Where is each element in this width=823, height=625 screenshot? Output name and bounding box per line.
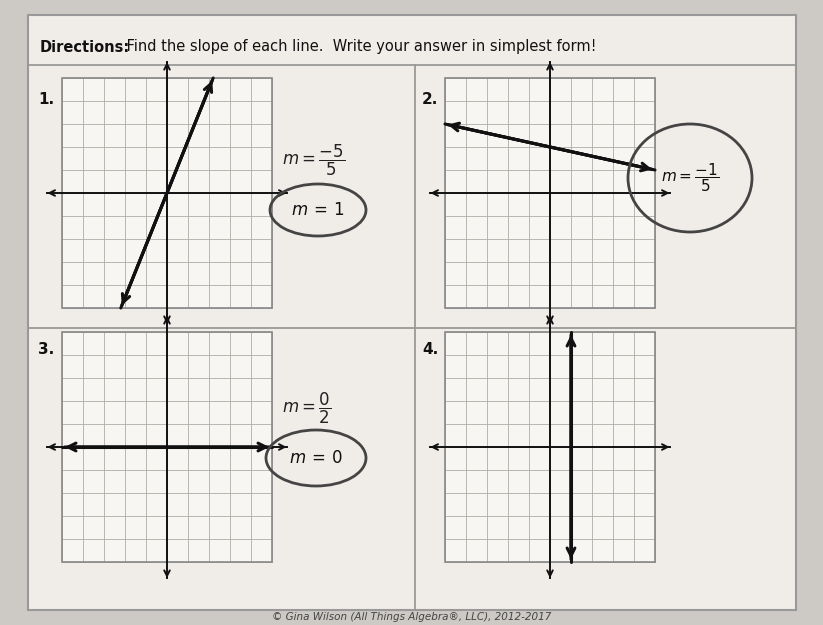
Text: © Gina Wilson (All Things Algebra®, LLC), 2012-2017: © Gina Wilson (All Things Algebra®, LLC)…: [272, 612, 551, 622]
Text: $m\,=\,1$: $m\,=\,1$: [291, 201, 345, 219]
Text: $m = \dfrac{0}{2}$: $m = \dfrac{0}{2}$: [282, 391, 331, 426]
Bar: [445, 78, 655, 308]
Text: 1.: 1.: [38, 92, 54, 107]
Text: Find the slope of each line.  Write your answer in simplest form!: Find the slope of each line. Write your …: [122, 39, 597, 54]
Text: 3.: 3.: [38, 342, 54, 357]
Bar: [62, 78, 272, 308]
Bar: [62, 78, 272, 308]
Text: 4.: 4.: [422, 342, 439, 357]
Bar: [445, 78, 655, 308]
Bar: [445, 332, 655, 562]
Text: $m = \dfrac{-5}{5}$: $m = \dfrac{-5}{5}$: [282, 142, 345, 177]
Text: $m = \dfrac{-1}{5}$: $m = \dfrac{-1}{5}$: [661, 162, 719, 194]
Bar: [62, 332, 272, 562]
Text: $m\,=\,0$: $m\,=\,0$: [289, 449, 342, 467]
Bar: [445, 332, 655, 562]
Text: Directions:: Directions:: [40, 39, 130, 54]
Text: 2.: 2.: [422, 92, 439, 107]
Bar: [62, 332, 272, 562]
